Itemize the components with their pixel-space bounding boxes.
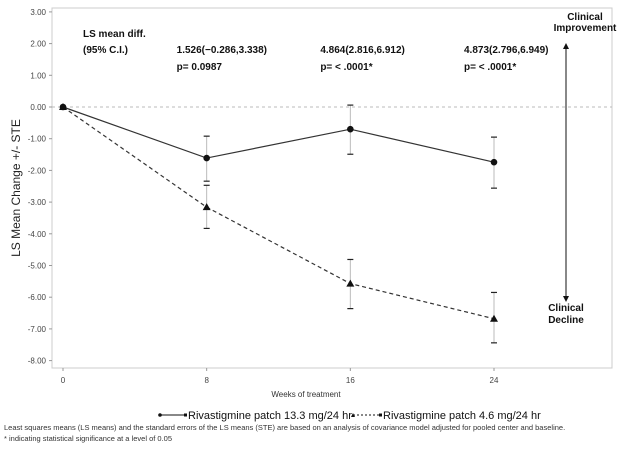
series-line-1: [62, 106, 495, 320]
lsmean-header-2: (95% C.I.): [83, 45, 128, 56]
p-value-label: p= 0.0987: [177, 62, 223, 73]
y-tick-label: -6.00: [28, 293, 47, 302]
p-value-label: p= < .0001*: [464, 62, 516, 73]
x-axis-label: Weeks of treatment: [271, 390, 341, 399]
footnote-1: Least squares means (LS means) and the s…: [4, 423, 566, 432]
x-tick-label: 8: [204, 376, 209, 385]
data-point-triangle: [59, 103, 67, 110]
y-tick-label: -7.00: [28, 325, 47, 334]
y-tick-label: -2.00: [28, 166, 47, 175]
y-tick-label: 3.00: [30, 8, 46, 17]
y-tick-label: 0.00: [30, 103, 46, 112]
lsmean-ci-label: 4.873(2.796,6.949): [464, 45, 549, 56]
footnote-2: * indicating statistical significance at…: [4, 434, 173, 443]
data-point-circle: [203, 154, 210, 162]
y-tick-label: -1.00: [28, 135, 47, 144]
y-tick-label: -4.00: [28, 230, 47, 239]
p-value-label: p= < .0001*: [320, 62, 372, 73]
data-point-circle: [490, 158, 498, 166]
legend-item-13-3: Rivastigmine patch 13.3 mg/24 hr: [188, 410, 352, 422]
arrow-down-icon: [563, 296, 569, 302]
x-tick-label: 0: [61, 376, 66, 385]
clinical-decline-label-1: Clinical: [548, 303, 584, 314]
y-axis-label: LS Mean Change +/- STE: [9, 119, 23, 257]
series-line-0: [62, 106, 495, 163]
legend-circle-marker: [158, 413, 162, 417]
plot-frame: [51, 7, 613, 369]
arrow-up-icon: [563, 43, 569, 49]
y-tick-label: -3.00: [28, 198, 47, 207]
data-point-triangle: [490, 314, 498, 322]
legend-triangle-marker: [351, 413, 355, 417]
data-point-triangle: [202, 203, 211, 211]
y-tick-label: 2.00: [30, 40, 46, 49]
clinical-decline-label-2: Decline: [548, 315, 584, 326]
x-tick-label: 24: [490, 376, 499, 385]
clinical-improvement-label-1: Clinical: [567, 12, 603, 23]
clinical-improvement-label-2: Improvement: [554, 23, 617, 34]
legend: Rivastigmine patch 13.3 mg/24 hr Rivasti…: [158, 410, 541, 422]
lsmean-ci-label: 1.526(−0.286,3.338): [177, 45, 267, 56]
data-point-circle: [347, 125, 354, 133]
x-tick-label: 16: [346, 376, 355, 385]
lsmean-ci-label: 4.864(2.816,6.912): [320, 45, 405, 56]
y-tick-label: -8.00: [28, 357, 47, 366]
y-tick-label: 1.00: [30, 71, 46, 80]
y-tick-label: -5.00: [28, 262, 47, 271]
data-point-triangle: [346, 279, 355, 287]
legend-item-4-6: Rivastigmine patch 4.6 mg/24 hr: [383, 410, 541, 422]
lsmean-header-1: LS mean diff.: [83, 29, 146, 40]
